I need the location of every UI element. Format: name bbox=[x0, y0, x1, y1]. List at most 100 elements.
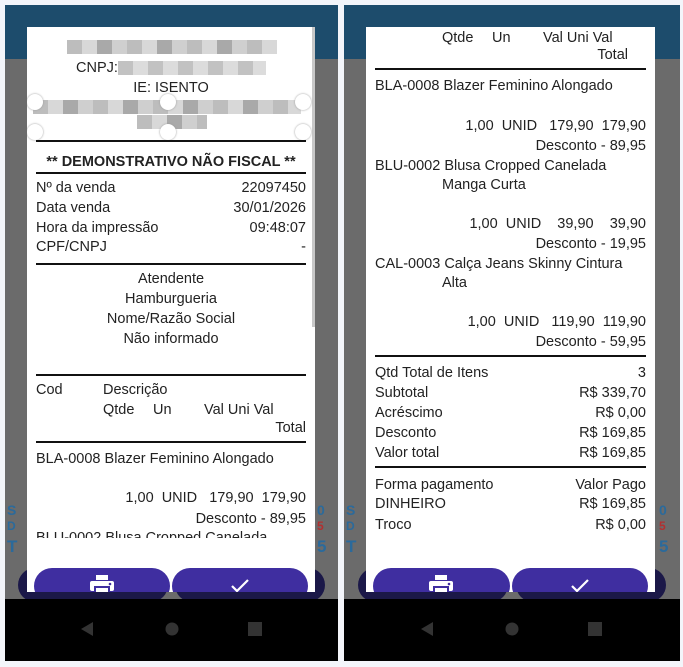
total-value: R$ 339,70 bbox=[579, 385, 646, 401]
dialog-actions bbox=[34, 568, 308, 592]
col-total: Total bbox=[597, 47, 628, 63]
phone-screen-right: S D T 0 5 5 Qtde Un Val Uni Val Total BLA-… bbox=[344, 5, 680, 661]
sale-label: Data venda bbox=[36, 200, 111, 216]
col-qtde: Qtde bbox=[103, 402, 135, 418]
print-button[interactable] bbox=[34, 568, 170, 592]
receipt-dialog: Qtde Un Val Uni Val Total BLA-0008 Blazer … bbox=[366, 27, 655, 592]
item-values: 1,00 UNID 179,90 179,90 bbox=[125, 490, 306, 506]
bg-value: 5 bbox=[317, 519, 324, 533]
total-row: Subtotal R$ 339,70 bbox=[375, 384, 646, 402]
ie-text: IE: ISENTO bbox=[133, 80, 209, 96]
total-value: R$ 169,85 bbox=[579, 445, 646, 461]
item-discount: Desconto - 59,95 bbox=[535, 334, 646, 350]
scrollbar[interactable] bbox=[312, 27, 315, 327]
item-values: 1,00 UNID 119,90 119,90 bbox=[467, 314, 646, 330]
item-values: 1,00 UNID 39,90 39,90 bbox=[469, 216, 646, 232]
col-un: Un bbox=[153, 402, 172, 418]
sale-row: Data venda 30/01/2026 bbox=[36, 199, 306, 217]
divider bbox=[375, 355, 646, 357]
sale-value: 09:48:07 bbox=[249, 220, 306, 236]
divider bbox=[36, 374, 306, 376]
col-un: Un bbox=[492, 30, 511, 46]
col-cod: Cod bbox=[36, 382, 63, 398]
selection-handle[interactable] bbox=[295, 94, 311, 110]
confirm-button[interactable] bbox=[172, 568, 308, 592]
item-values: 1,00 UNID 179,90 179,90 bbox=[465, 118, 646, 134]
item-name: BLA-0008 Blazer Feminino Alongado bbox=[375, 78, 613, 94]
total-label: Subtotal bbox=[375, 385, 429, 401]
back-icon[interactable] bbox=[420, 621, 434, 637]
phone-screen-left: S D T 0 5 5 CNPJ: IE: ISENTO ** DEMONSTR… bbox=[5, 5, 338, 661]
total-value: 3 bbox=[637, 365, 646, 381]
android-nav-bar bbox=[344, 599, 680, 661]
payment-row: Troco R$ 0,00 bbox=[375, 516, 646, 534]
sale-label: Nº da venda bbox=[36, 180, 116, 196]
check-icon bbox=[570, 579, 589, 592]
item-discount: Desconto - 19,95 bbox=[535, 236, 646, 252]
sale-label: CPF/CNPJ bbox=[36, 239, 107, 255]
redacted-cnpj bbox=[117, 61, 266, 76]
divider bbox=[375, 68, 646, 70]
item-name: BLA-0008 Blazer Feminino Alongado bbox=[36, 451, 274, 467]
col-val: Val Uni Val bbox=[543, 30, 613, 46]
divider bbox=[36, 263, 306, 265]
android-nav-bar bbox=[5, 599, 338, 661]
selection-handle[interactable] bbox=[27, 124, 43, 140]
bg-label: D bbox=[7, 519, 16, 533]
bg-value: 0 bbox=[659, 502, 667, 518]
payment-value: R$ 0,00 bbox=[595, 517, 646, 533]
home-icon[interactable] bbox=[165, 622, 179, 636]
total-value: R$ 0,00 bbox=[595, 405, 646, 421]
printer-icon bbox=[90, 575, 114, 592]
selection-handle[interactable] bbox=[160, 124, 176, 140]
receipt-title: ** DEMONSTRATIVO NÃO FISCAL ** bbox=[46, 154, 296, 170]
selection-handle[interactable] bbox=[160, 94, 176, 110]
bg-value: 5 bbox=[659, 537, 669, 556]
home-icon[interactable] bbox=[505, 622, 519, 636]
payment-row: DINHEIRO R$ 169,85 bbox=[375, 495, 646, 513]
attendant-line: Atendente bbox=[137, 271, 205, 287]
attendant-line: Nome/Razão Social bbox=[106, 311, 236, 327]
payment-label: Forma pagamento bbox=[375, 477, 494, 493]
bg-label: S bbox=[346, 502, 356, 518]
back-icon[interactable] bbox=[80, 621, 94, 637]
item-discount: Desconto - 89,95 bbox=[195, 511, 306, 527]
sale-row: CPF/CNPJ - bbox=[36, 238, 306, 256]
printer-icon bbox=[429, 575, 454, 592]
col-qtde: Qtde bbox=[442, 30, 474, 46]
col-total: Total bbox=[275, 420, 306, 436]
divider bbox=[36, 441, 306, 443]
dialog-actions bbox=[373, 568, 648, 592]
selection-handle[interactable] bbox=[27, 94, 43, 110]
cnpj-row: CNPJ: bbox=[36, 59, 306, 77]
bg-label: T bbox=[7, 537, 18, 556]
attendant-line: Não informado bbox=[123, 331, 219, 347]
item-name: CAL-0003 Calça Jeans Skinny Cintura bbox=[375, 256, 623, 272]
divider bbox=[36, 140, 306, 142]
divider bbox=[36, 172, 306, 174]
total-label: Acréscimo bbox=[375, 405, 443, 421]
bg-label: T bbox=[346, 537, 357, 556]
payment-label: DINHEIRO bbox=[375, 496, 446, 512]
recents-icon[interactable] bbox=[248, 622, 262, 636]
sale-row: Nº da venda 22097450 bbox=[36, 179, 306, 197]
divider bbox=[375, 466, 646, 468]
sale-value: 30/01/2026 bbox=[233, 200, 306, 216]
total-label: Desconto bbox=[375, 425, 437, 441]
total-value: R$ 169,85 bbox=[579, 425, 646, 441]
recents-icon[interactable] bbox=[588, 622, 602, 636]
total-row: Valor total R$ 169,85 bbox=[375, 444, 646, 462]
payment-value: Valor Pago bbox=[575, 477, 646, 493]
col-val: Val Uni Val bbox=[204, 402, 274, 418]
item-name-cont: Manga Curta bbox=[442, 177, 526, 193]
sale-row: Hora da impressão 09:48:07 bbox=[36, 219, 306, 237]
total-label: Valor total bbox=[375, 445, 440, 461]
confirm-button[interactable] bbox=[511, 568, 648, 592]
total-label: Qtd Total de Itens bbox=[375, 365, 489, 381]
print-button[interactable] bbox=[373, 568, 510, 592]
payment-header: Forma pagamento Valor Pago bbox=[375, 476, 646, 494]
receipt-dialog: CNPJ: IE: ISENTO ** DEMONSTRATIVO NÃO FI… bbox=[27, 27, 315, 592]
payment-value: R$ 169,85 bbox=[579, 496, 646, 512]
item-name-cont: Alta bbox=[442, 275, 467, 291]
selection-handle[interactable] bbox=[295, 124, 311, 140]
